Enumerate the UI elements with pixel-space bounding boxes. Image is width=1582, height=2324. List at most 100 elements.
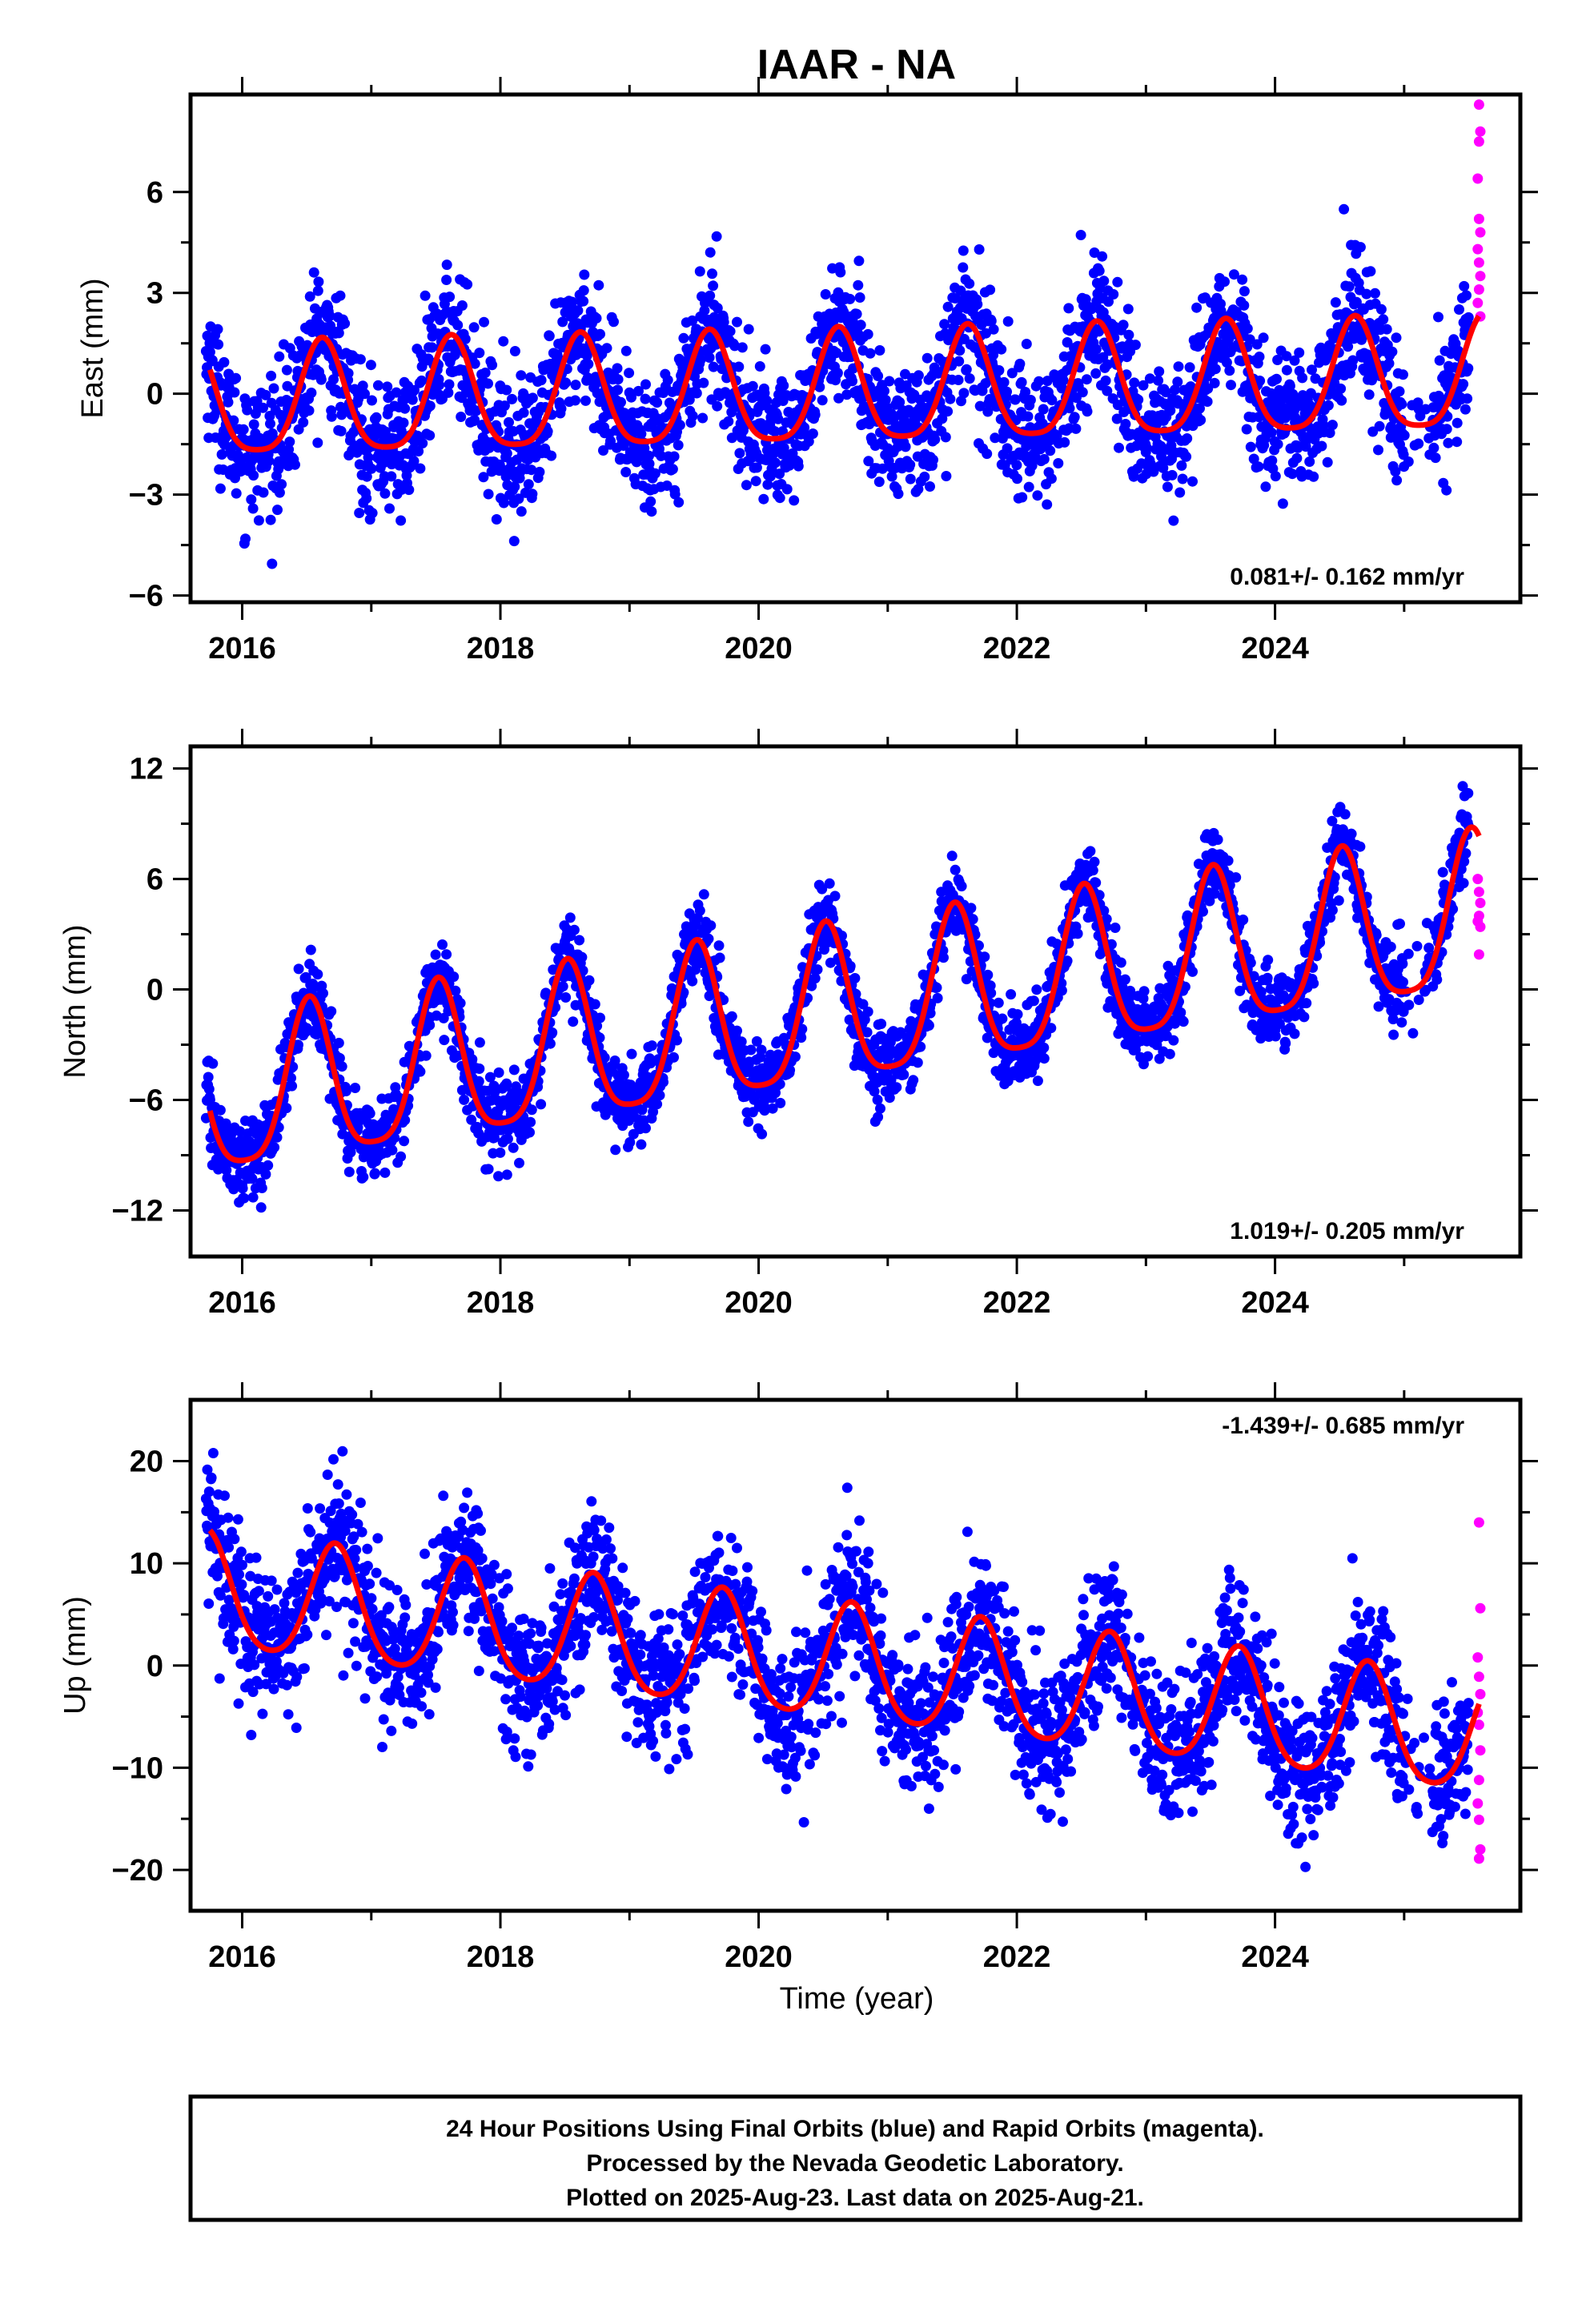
data-point: [857, 999, 869, 1010]
data-point: [420, 1050, 432, 1061]
data-point: [640, 1123, 651, 1134]
data-point: [803, 436, 814, 447]
data-point: [845, 293, 856, 304]
data-point: [1010, 394, 1021, 405]
data-point: [509, 481, 520, 493]
data-point: [1463, 312, 1474, 323]
data-point: [1323, 400, 1334, 411]
data-point: [1017, 492, 1028, 503]
data-point: [711, 231, 722, 242]
data-point: [797, 1023, 808, 1035]
data-point: [567, 296, 577, 308]
data-point: [369, 1168, 380, 1179]
data-point: [526, 464, 537, 476]
data-point: [502, 1133, 513, 1144]
data-point: [544, 331, 555, 342]
data-point: [424, 430, 436, 441]
data-point: [1460, 404, 1471, 415]
data-point: [248, 419, 259, 430]
data-point: [1042, 376, 1053, 387]
data-point: [1086, 304, 1097, 315]
data-point: [456, 412, 467, 422]
data-point: [483, 489, 494, 500]
data-point: [884, 1092, 895, 1104]
data-point: [286, 1072, 296, 1084]
final-orbit-points: [200, 781, 1474, 1213]
data-point: [379, 426, 391, 437]
data-point: [620, 345, 632, 356]
data-point: [835, 267, 846, 278]
data-point: [557, 981, 568, 992]
data-point: [430, 949, 441, 960]
data-point: [745, 1044, 757, 1055]
data-point: [809, 409, 821, 420]
data-point: [1153, 375, 1164, 386]
data-point: [526, 1104, 537, 1116]
data-point: [238, 424, 249, 435]
data-point: [335, 425, 347, 436]
data-point: [441, 949, 452, 960]
data-point: [1304, 456, 1315, 467]
data-point: [1242, 323, 1253, 334]
data-point: [673, 440, 684, 451]
data-point: [1178, 1016, 1189, 1027]
data-point: [1365, 266, 1376, 277]
data-point: [536, 1099, 547, 1110]
data-point: [469, 358, 480, 369]
data-point: [1097, 251, 1108, 262]
data-point: [832, 368, 843, 379]
data-point: [408, 456, 420, 467]
data-point: [239, 1192, 250, 1204]
data-point: [974, 940, 984, 951]
data-point: [1130, 340, 1141, 351]
data-point: [1038, 404, 1049, 415]
data-point: [652, 397, 663, 408]
data-point: [845, 960, 856, 971]
data-point: [564, 912, 576, 923]
data-point: [732, 316, 742, 328]
data-point: [1006, 989, 1017, 1000]
data-point: [704, 352, 715, 363]
data-point: [1300, 441, 1311, 452]
data-point: [1241, 424, 1252, 435]
data-point: [247, 503, 259, 514]
data-point: [612, 374, 624, 385]
data-point: [580, 395, 591, 406]
data-point: [1387, 346, 1398, 357]
data-point: [441, 259, 452, 271]
data-point: [814, 381, 825, 392]
data-point: [474, 348, 485, 359]
data-point: [849, 973, 861, 983]
data-point: [560, 992, 572, 1003]
data-point: [714, 952, 725, 963]
rapid-orbit-points: [1472, 99, 1486, 322]
data-point: [891, 1082, 902, 1093]
data-point: [1118, 320, 1129, 331]
data-point: [820, 289, 831, 300]
data-point: [646, 1040, 657, 1051]
data-point: [1166, 469, 1178, 480]
data-point: [775, 1097, 786, 1108]
data-point: [1056, 383, 1067, 394]
data-point: [1023, 481, 1034, 493]
data-point: [1011, 460, 1022, 471]
data-point: [618, 1069, 629, 1080]
data-point: [950, 864, 961, 875]
data-point: [444, 379, 455, 390]
data-point: [994, 365, 1005, 376]
rapid-point: [1472, 173, 1484, 184]
data-point: [1310, 373, 1321, 384]
data-point: [854, 292, 865, 303]
data-point: [774, 1079, 785, 1090]
data-point: [371, 412, 382, 423]
data-point: [437, 939, 448, 950]
data-point: [1020, 387, 1031, 397]
data-point: [1462, 393, 1473, 404]
data-point: [274, 487, 285, 498]
data-point: [894, 396, 905, 408]
data-point: [754, 361, 765, 372]
data-point: [493, 1171, 504, 1182]
data-point: [858, 400, 869, 412]
data-point: [605, 436, 616, 447]
